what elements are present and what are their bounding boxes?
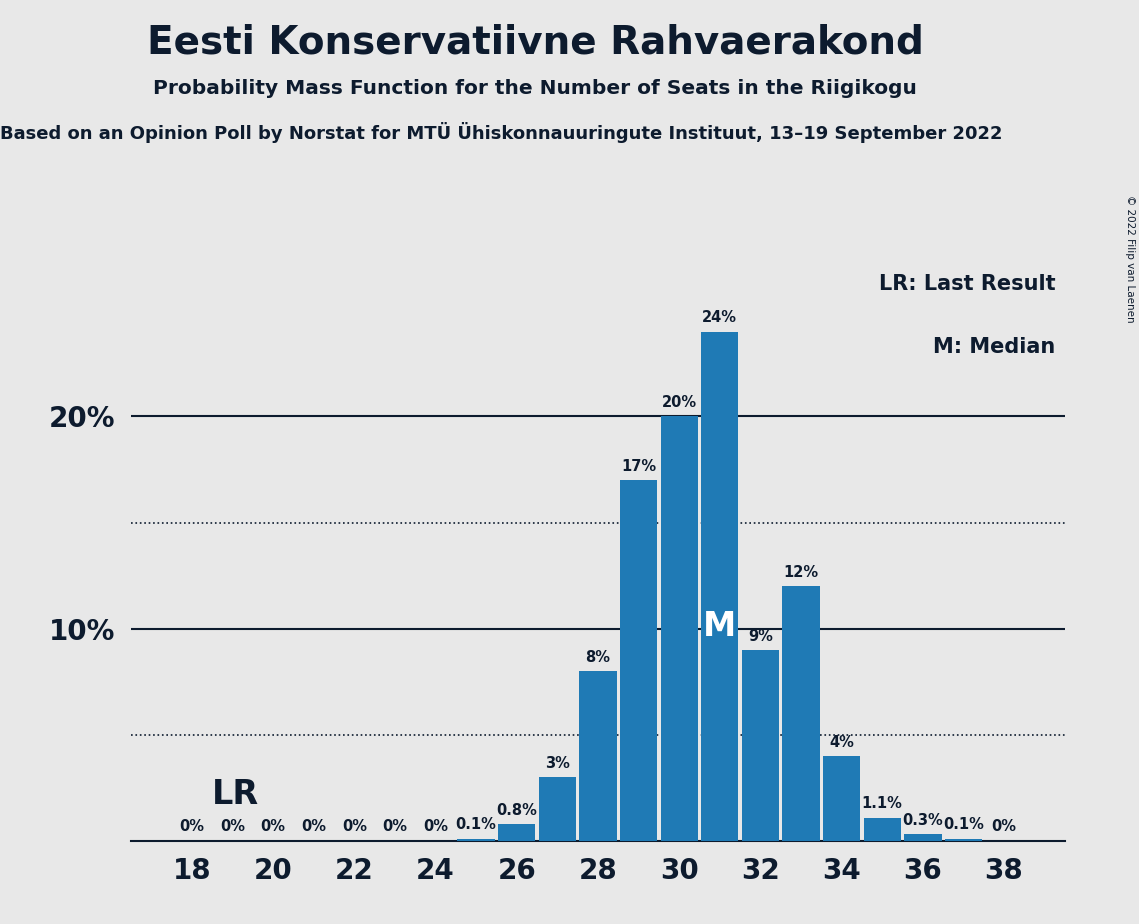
Bar	[863, 818, 901, 841]
Text: 0.8%: 0.8%	[497, 803, 538, 818]
Text: M: Median: M: Median	[933, 336, 1056, 357]
Text: © 2022 Filip van Laenen: © 2022 Filip van Laenen	[1125, 195, 1134, 322]
Text: 0%: 0%	[423, 820, 448, 834]
Text: Eesti Konservatiivne Rahvaerakond: Eesti Konservatiivne Rahvaerakond	[147, 23, 924, 61]
Text: 8%: 8%	[585, 650, 611, 664]
Text: 0%: 0%	[342, 820, 367, 834]
Text: M: M	[703, 611, 737, 643]
Text: 3%: 3%	[544, 756, 570, 771]
Bar	[944, 839, 982, 841]
Text: 24%: 24%	[703, 310, 737, 325]
Bar	[823, 756, 860, 841]
Bar	[539, 777, 576, 841]
Text: 4%: 4%	[829, 735, 854, 749]
Bar	[782, 586, 820, 841]
Text: 0%: 0%	[261, 820, 286, 834]
Bar	[580, 671, 616, 841]
Text: 12%: 12%	[784, 565, 819, 580]
Text: Probability Mass Function for the Number of Seats in the Riigikogu: Probability Mass Function for the Number…	[154, 79, 917, 98]
Bar	[741, 650, 779, 841]
Text: 0%: 0%	[180, 820, 204, 834]
Text: 0%: 0%	[992, 820, 1016, 834]
Bar	[661, 417, 698, 841]
Text: 0.1%: 0.1%	[943, 818, 984, 833]
Bar	[458, 839, 494, 841]
Text: 0.3%: 0.3%	[902, 813, 943, 828]
Text: 0.1%: 0.1%	[456, 818, 497, 833]
Bar	[702, 332, 738, 841]
Bar	[904, 834, 942, 841]
Text: 1.1%: 1.1%	[862, 796, 903, 811]
Text: 20%: 20%	[662, 395, 697, 410]
Text: 9%: 9%	[748, 628, 773, 643]
Text: 0%: 0%	[301, 820, 326, 834]
Text: 17%: 17%	[621, 459, 656, 474]
Bar	[620, 480, 657, 841]
Text: 0%: 0%	[383, 820, 408, 834]
Text: LR: Last Result: LR: Last Result	[879, 274, 1056, 294]
Text: Based on an Opinion Poll by Norstat for MTÜ Ühiskonnauuringute Instituut, 13–19 : Based on an Opinion Poll by Norstat for …	[0, 122, 1002, 143]
Text: LR: LR	[212, 778, 260, 810]
Text: 0%: 0%	[220, 820, 245, 834]
Bar	[498, 824, 535, 841]
